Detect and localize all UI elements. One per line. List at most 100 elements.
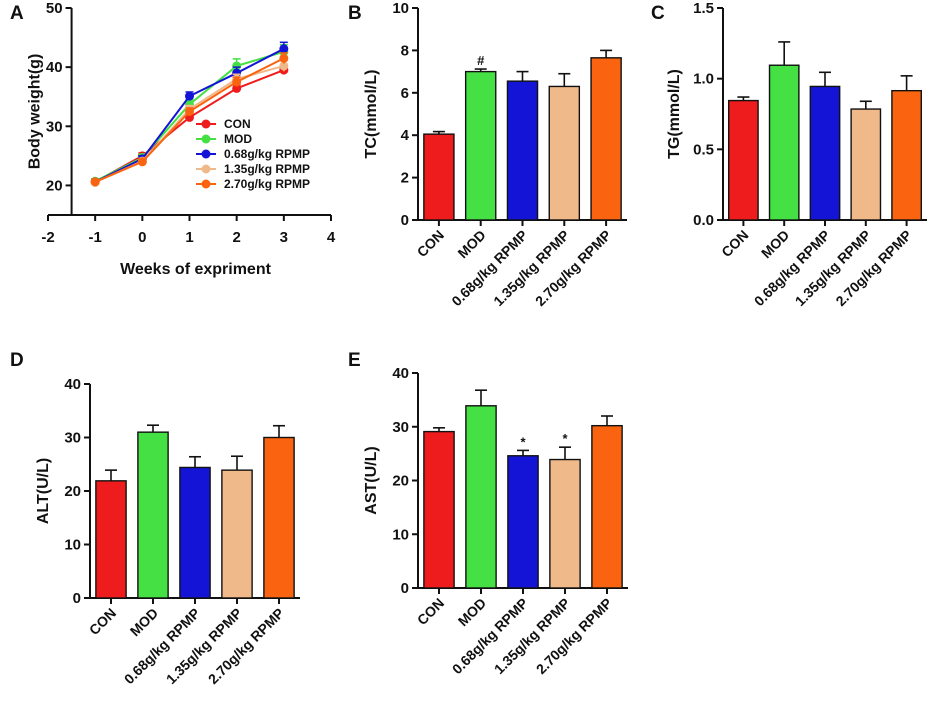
legend-label: 2.70g/kg RPMP (224, 177, 310, 191)
bar (263, 436, 295, 599)
significance-marker: * (520, 434, 526, 449)
category-label: MOD (127, 605, 161, 639)
bar (137, 431, 169, 599)
x-tick-label: -1 (88, 229, 101, 246)
category-label: 1.35g/kg RPMP (491, 595, 573, 677)
bar (591, 424, 623, 589)
y-tick-label: 20 (46, 177, 63, 194)
significance-marker: # (477, 53, 485, 68)
data-point (137, 157, 147, 167)
panel-a-body-weight-chart: A 20 30 40 50 -2 -1 0 1 2 3 4 Weeks of expriment Body… (10, 0, 336, 278)
category-label: MOD (455, 595, 489, 629)
bar (221, 469, 253, 599)
y-tick-label: 1.0 (693, 71, 714, 88)
y-tick-label: 40 (46, 59, 63, 76)
bar (465, 405, 497, 589)
significance-marker: * (562, 431, 568, 446)
y-tick-label: 8 (401, 42, 409, 59)
bar (423, 133, 455, 221)
category-label: 0.68g/kg RPMP (449, 595, 531, 677)
legend-label: CON (224, 117, 251, 131)
category-label: 2.70g/kg RPMP (205, 605, 287, 687)
y-tick-label: 40 (392, 365, 409, 382)
x-axis-title: Weeks of expriment (120, 261, 272, 278)
category-label: 2.70g/kg RPMP (532, 227, 614, 309)
legend-label: 1.35g/kg RPMP (224, 162, 310, 176)
y-tick-label: 50 (46, 0, 63, 17)
bar (590, 57, 622, 221)
data-point (185, 107, 194, 116)
data-point (279, 61, 289, 71)
category-label: 1.35g/kg RPMP (490, 227, 572, 309)
y-axis-title: ALT(U/L) (35, 458, 52, 524)
legend-marker (201, 119, 211, 129)
y-tick-label: 10 (64, 537, 81, 554)
y-tick-label: 0.5 (693, 141, 714, 158)
bar (548, 85, 581, 221)
bar (891, 89, 922, 221)
y-axis-title: AST(U/L) (363, 446, 380, 514)
x-tick-label: 3 (280, 229, 288, 246)
bar (464, 70, 497, 221)
bar (423, 430, 455, 589)
category-label: CON (414, 595, 447, 628)
y-axis-title: TG(mmol/L) (666, 69, 683, 159)
category-label: CON (86, 605, 119, 638)
y-tick-label: 2 (401, 170, 409, 187)
panel-letter: A (10, 3, 24, 24)
y-tick-label: 10 (392, 0, 409, 17)
bar (507, 455, 539, 589)
bar (506, 80, 539, 221)
legend-marker (201, 149, 211, 159)
panel-letter: C (651, 3, 665, 24)
category-label: 2.70g/kg RPMP (533, 595, 615, 677)
x-tick-label: 2 (232, 229, 240, 246)
bar (768, 64, 800, 221)
data-point (185, 91, 194, 101)
y-tick-label: 1.5 (693, 0, 714, 17)
y-tick-label: 20 (64, 483, 81, 500)
bar (179, 466, 211, 599)
panel-letter: E (348, 350, 361, 371)
y-axis-title: TC(mmol/L) (363, 70, 380, 159)
panel-letter: B (348, 3, 362, 24)
data-point (279, 53, 289, 63)
category-label: 0.68g/kg RPMP (448, 227, 530, 309)
y-tick-label: 30 (64, 430, 81, 447)
bar (728, 99, 759, 221)
data-point (90, 177, 100, 187)
category-label: CON (718, 227, 751, 260)
y-tick-label: 6 (401, 85, 409, 102)
y-tick-label: 20 (392, 473, 409, 490)
x-tick-label: -2 (41, 229, 54, 246)
data-point (279, 44, 289, 54)
legend-label: MOD (224, 132, 252, 146)
data-point (232, 77, 242, 87)
bar (809, 85, 841, 221)
y-axis-title: Body weight(g) (27, 54, 44, 170)
x-tick-label: 1 (185, 229, 193, 246)
data-point (232, 83, 242, 93)
legend-marker (201, 179, 211, 189)
y-tick-label: 30 (392, 419, 409, 436)
legend-label: 0.68g/kg RPMP (224, 147, 310, 161)
category-label: 1.35g/kg RPMP (163, 605, 245, 687)
bar (95, 480, 127, 599)
category-label: MOD (454, 227, 488, 261)
y-tick-label: 10 (392, 526, 409, 543)
bar (850, 108, 882, 221)
data-point (232, 61, 242, 71)
y-tick-label: 40 (64, 376, 81, 393)
y-tick-label: 0 (401, 212, 409, 229)
x-tick-label: 4 (327, 229, 336, 246)
y-tick-label: 30 (46, 118, 63, 135)
panel-e-ast-chart: E 0 10 20 30 40 CON MOD * 0.68g/kg RPMP * 1.35g/kg … (348, 350, 628, 677)
category-label: MOD (758, 227, 792, 261)
panel-letter: D (10, 350, 24, 371)
y-tick-label: 0 (401, 580, 409, 597)
y-tick-label: 0 (73, 590, 81, 607)
